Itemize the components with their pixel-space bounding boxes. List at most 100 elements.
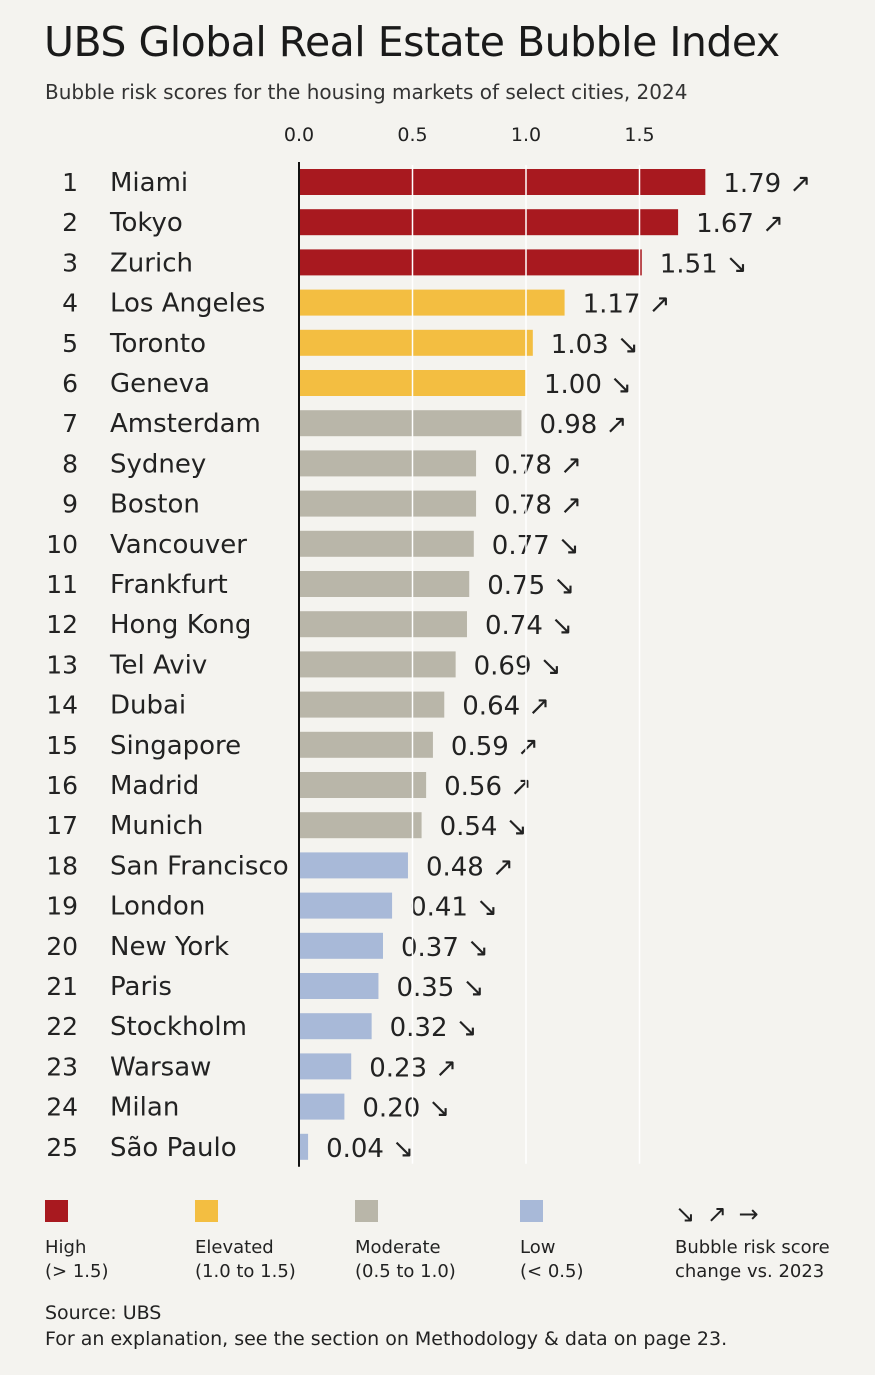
city-label: Zurich (110, 248, 193, 278)
city-label: Hong Kong (110, 610, 251, 640)
city-label: London (110, 892, 205, 922)
city-label: Milan (110, 1093, 179, 1123)
rank-label: 20 (46, 932, 78, 961)
legend-range-elevated: (1.0 to 1.5) (195, 1261, 296, 1282)
city-label: Toronto (109, 329, 206, 359)
bar-low (299, 852, 408, 879)
rank-label: 6 (62, 369, 78, 398)
legend-item-high: High (> 1.5) (45, 1200, 108, 1284)
legend-label-elevated: Elevated (195, 1237, 274, 1258)
bar-elevated (299, 329, 533, 356)
value-label: 0.64 ↗ (462, 692, 550, 722)
bar-moderate (299, 490, 477, 517)
rank-label: 3 (62, 248, 78, 277)
bar-elevated (299, 289, 565, 316)
legend-item-moderate: Moderate (0.5 to 1.0) (355, 1200, 456, 1284)
bar-high (299, 209, 679, 236)
x-tick-label: 1.0 (511, 124, 541, 146)
city-label: Vancouver (110, 530, 247, 560)
bar-low (299, 1013, 372, 1040)
value-label: 1.17 ↗ (583, 290, 671, 320)
bar-moderate (299, 651, 456, 678)
value-label: 0.98 ↗ (539, 410, 627, 440)
value-label: 0.75 ↘ (487, 571, 575, 601)
bar-low (299, 1133, 309, 1160)
city-label: Tel Aviv (109, 650, 207, 680)
legend-change-line2: change vs. 2023 (675, 1261, 825, 1282)
legend-item-change: ↘ ↗ → Bubble risk score change vs. 2023 (675, 1200, 830, 1284)
bar-moderate (299, 812, 422, 839)
value-label: 0.54 ↘ (440, 812, 528, 842)
value-label: 0.04 ↘ (326, 1134, 414, 1164)
rank-label: 19 (46, 892, 78, 921)
chart-title: UBS Global Real Estate Bubble Index (44, 18, 780, 66)
city-label: Miami (110, 168, 188, 198)
rank-label: 16 (46, 771, 78, 800)
bar-moderate (299, 611, 467, 638)
rank-label: 21 (46, 972, 78, 1001)
rank-label: 24 (46, 1093, 78, 1122)
value-label: 0.77 ↘ (492, 531, 580, 561)
value-label: 0.56 ↗ (444, 772, 532, 802)
value-label: 0.32 ↘ (390, 1013, 478, 1043)
value-label: 1.51 ↘ (660, 249, 748, 279)
city-label: São Paulo (110, 1133, 237, 1163)
legend-label-moderate: Moderate (355, 1237, 441, 1258)
legend: High (> 1.5) Elevated (1.0 to 1.5) Moder… (0, 1200, 875, 1300)
city-label: Amsterdam (110, 409, 261, 439)
value-label: 1.00 ↘ (544, 370, 632, 400)
rank-label: 4 (62, 289, 78, 318)
rank-label: 23 (46, 1052, 78, 1081)
legend-range-low: (< 0.5) (520, 1261, 584, 1282)
value-label: 1.67 ↗ (696, 209, 784, 239)
city-label: Madrid (110, 771, 199, 801)
bar-low (299, 1093, 345, 1120)
bar-moderate (299, 772, 427, 798)
rank-label: 1 (62, 168, 78, 197)
value-label: 0.69 ↘ (474, 651, 562, 681)
city-label: San Francisco (110, 851, 289, 881)
value-label: 0.78 ↗ (494, 491, 582, 521)
rank-label: 17 (46, 811, 78, 840)
rank-label: 14 (46, 691, 78, 720)
rank-label: 2 (62, 208, 78, 237)
value-label: 0.37 ↘ (401, 933, 489, 963)
city-label: Frankfurt (110, 570, 228, 600)
legend-swatch-elevated (195, 1200, 218, 1222)
rank-label: 13 (46, 650, 78, 679)
city-label: Munich (110, 811, 203, 841)
city-label: Tokyo (109, 208, 183, 238)
bar-low (299, 892, 393, 919)
bar-low (299, 932, 383, 959)
legend-range-moderate: (0.5 to 1.0) (355, 1261, 456, 1282)
rank-label: 5 (62, 329, 78, 358)
legend-item-elevated: Elevated (1.0 to 1.5) (195, 1200, 296, 1284)
city-label: Los Angeles (110, 289, 265, 319)
value-label: 0.20 ↘ (362, 1094, 450, 1124)
rank-label: 7 (62, 409, 78, 438)
rank-label: 8 (62, 449, 78, 478)
bar-low (299, 973, 379, 999)
bar-moderate (299, 731, 433, 758)
chart-subtitle: Bubble risk scores for the housing marke… (45, 80, 688, 104)
bar-low (299, 1053, 352, 1080)
rank-label: 10 (46, 530, 78, 559)
value-label: 0.78 ↗ (494, 450, 582, 480)
legend-change-line1: Bubble risk score (675, 1237, 830, 1258)
value-label: 0.48 ↗ (426, 852, 514, 882)
x-tick-label: 1.5 (624, 124, 654, 146)
legend-label-low: Low (520, 1237, 556, 1258)
city-label: Geneva (110, 369, 210, 399)
x-tick-label: 0.0 (284, 124, 314, 146)
city-label: Sydney (110, 449, 206, 479)
bar-moderate (299, 571, 470, 597)
bar-high (299, 249, 642, 276)
value-label: 0.35 ↘ (396, 973, 484, 1003)
city-label: Dubai (110, 691, 186, 721)
city-label: Warsaw (110, 1052, 211, 1082)
legend-item-low: Low (< 0.5) (520, 1200, 583, 1284)
value-label: 0.59 ↗ (451, 732, 539, 762)
rank-label: 9 (62, 490, 78, 519)
rank-label: 12 (46, 610, 78, 639)
value-label: 0.74 ↘ (485, 611, 573, 641)
